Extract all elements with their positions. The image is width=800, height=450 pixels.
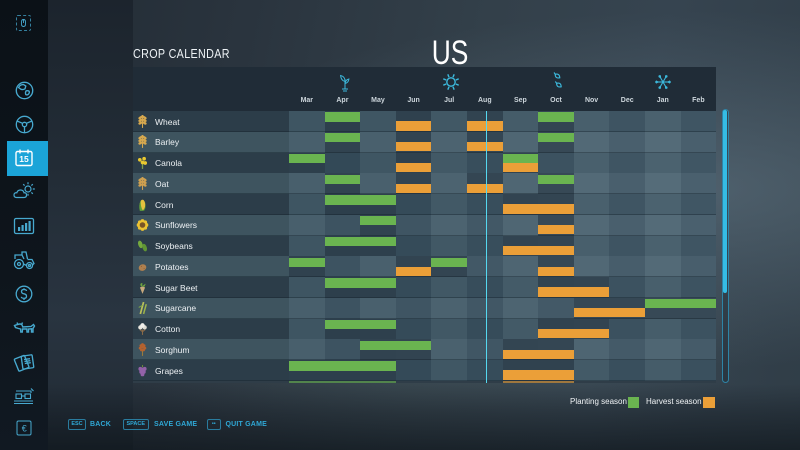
svg-text:15: 15 [19,154,29,164]
svg-text:€: € [22,424,27,434]
